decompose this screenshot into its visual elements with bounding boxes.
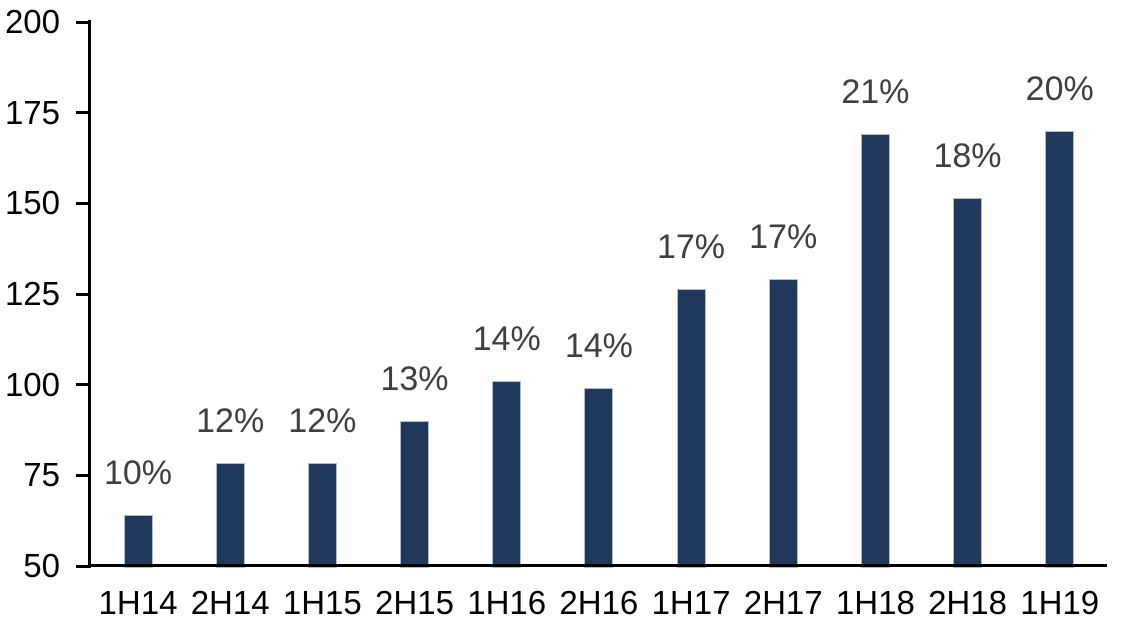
bar-1H18 [860,134,890,568]
bar-data-label-2H15: 13% [380,359,449,398]
y-axis-tick [76,383,90,387]
y-axis-tick [76,20,90,24]
bar-2H16 [584,388,614,568]
x-axis-label-1H17: 1H17 [651,584,731,621]
x-axis-line [88,564,1107,567]
y-axis-tick-label: 175 [4,93,60,131]
x-axis-label-1H14: 1H14 [98,584,178,621]
bar-data-label-1H14: 10% [103,454,173,493]
bar-1H14 [123,515,153,568]
x-axis-label-2H14: 2H14 [190,584,270,621]
x-axis-label-1H15: 1H15 [282,584,362,621]
bar-data-label-1H16: 14% [472,320,541,359]
y-axis-tick [76,111,90,115]
bar-data-label-1H19: 20% [1025,69,1094,108]
bar-data-label-2H14: 12% [196,401,265,440]
x-axis-label-1H18: 1H18 [835,584,915,621]
y-axis-tick-label: 75 [23,456,60,494]
x-axis-label-1H19: 1H19 [1020,584,1100,621]
y-axis-tick-label: 200 [4,3,60,40]
x-axis-label-2H15: 2H15 [375,584,454,621]
bar-data-label-1H17: 17% [656,227,726,266]
bar-2H18 [953,197,983,568]
y-axis-tick-label: 150 [4,184,60,222]
bar-data-label-1H18: 21% [841,73,910,112]
bar-1H15 [307,462,337,568]
y-axis-tick-label: 50 [23,547,60,584]
bar-data-label-2H16: 14% [564,327,633,366]
bar-1H17 [676,288,706,568]
y-axis-tick [76,473,90,477]
x-axis-label-2H16: 2H16 [559,584,639,621]
bar-2H17 [768,279,798,568]
bar-2H14 [215,462,245,568]
y-axis-tick [76,564,90,568]
bar-1H16 [492,381,522,568]
y-axis-tick [76,292,90,296]
x-axis-label-2H18: 2H18 [928,584,1007,621]
y-axis-tick-label: 100 [4,365,60,403]
x-axis-label-1H16: 1H16 [467,584,547,621]
bar-2H15 [400,420,429,568]
y-axis-tick-label: 125 [4,275,60,312]
bar-data-label-1H15: 12% [288,401,357,440]
bar-data-label-2H18: 18% [933,136,1002,175]
bar-1H19 [1045,130,1075,568]
x-axis-label-2H17: 2H17 [743,584,823,621]
y-axis-tick [76,201,90,205]
bar-data-label-2H17: 17% [749,218,818,257]
